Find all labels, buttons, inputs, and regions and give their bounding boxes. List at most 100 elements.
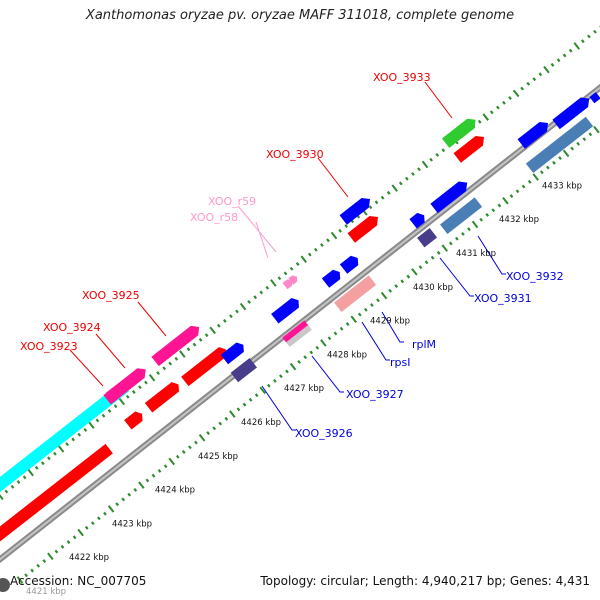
label-xoo-3933[interactable]: XOO_3933	[373, 71, 431, 84]
minor-tick	[133, 488, 138, 492]
gene-rpsi[interactable]	[282, 320, 312, 348]
minor-tick	[97, 516, 101, 521]
minor-tick	[192, 342, 197, 347]
minor-tick	[539, 170, 544, 175]
minor-tick	[479, 217, 483, 222]
gene-red-b[interactable]	[144, 380, 182, 413]
major-tick	[57, 445, 65, 453]
label-xoo-r58[interactable]: XOO_r58	[190, 211, 238, 224]
gene-xoo-3933[interactable]	[441, 115, 479, 148]
minor-tick	[253, 295, 258, 300]
minor-tick	[582, 137, 587, 142]
major-tick	[289, 362, 297, 371]
gene-red-c[interactable]	[181, 345, 229, 387]
gene-xoo-3924-small[interactable]	[103, 387, 121, 405]
minor-tick	[107, 409, 112, 413]
minor-tick	[496, 105, 500, 110]
label-xoo-3925[interactable]: XOO_3925	[82, 289, 140, 302]
major-tick	[88, 421, 95, 429]
rna-xoo-r58[interactable]	[282, 277, 294, 290]
inner-tick-ring	[16, 125, 600, 584]
minor-tick	[368, 205, 373, 210]
label-xoo-3931[interactable]: XOO_3931	[474, 292, 532, 305]
gene-rpsi-upper[interactable]	[271, 296, 302, 324]
major-tick	[300, 255, 307, 264]
gene-right-blue-a[interactable]	[517, 118, 552, 149]
minor-tick	[297, 360, 301, 364]
label-xoo-3926[interactable]: XOO_3926	[295, 427, 353, 440]
label-xoo-3927[interactable]: XOO_3927	[346, 388, 404, 401]
minor-tick	[502, 100, 506, 105]
label-xoo-3930[interactable]: XOO_3930	[266, 148, 324, 161]
gene-red-a[interactable]	[124, 409, 146, 430]
minor-tick	[467, 227, 471, 232]
gene-xoo-3926-upper[interactable]	[220, 340, 247, 365]
minor-tick	[315, 345, 320, 350]
label-xoo-3932[interactable]: XOO_3932	[506, 270, 564, 283]
label-xoo-3924[interactable]: XOO_3924	[43, 321, 101, 334]
gene-right-steel[interactable]	[525, 116, 594, 174]
minor-tick	[568, 48, 573, 53]
minor-tick	[254, 393, 259, 398]
minor-tick	[181, 450, 186, 454]
major-tick	[16, 576, 24, 584]
gene-rplm-a[interactable]	[321, 267, 344, 288]
minor-tick	[145, 478, 150, 483]
minor-tick	[138, 385, 142, 390]
minor-tick	[131, 390, 136, 394]
minor-tick	[398, 181, 403, 186]
minor-tick	[151, 473, 156, 478]
gene-right-small[interactable]	[589, 92, 600, 104]
gene-xoo-3931[interactable]	[417, 228, 438, 248]
minor-tick	[266, 383, 271, 388]
gene-red-lane-left[interactable]	[0, 443, 113, 571]
minor-tick	[204, 333, 209, 338]
minor-tick	[587, 34, 591, 39]
major-tick	[411, 268, 418, 276]
minor-tick	[538, 72, 543, 77]
minor-tick	[338, 228, 342, 233]
major-tick	[138, 481, 145, 489]
major-tick	[471, 220, 479, 229]
label-rplm[interactable]: rplM	[412, 338, 436, 351]
gene-xoo-3932-upper[interactable]	[430, 178, 470, 214]
gene-rplm[interactable]	[334, 275, 377, 312]
minor-tick	[235, 309, 239, 314]
map-title: Xanthomonas oryzae pv. oryzae MAFF 31101…	[85, 8, 515, 23]
minor-tick	[186, 347, 191, 352]
minor-tick	[206, 431, 210, 435]
topology-summary: Topology: circular; Length: 4,940,217 bp…	[260, 574, 590, 588]
scale-label: 4428 kbp	[327, 350, 367, 360]
gene-xoo-3923[interactable]	[0, 381, 130, 515]
minor-tick	[95, 418, 100, 423]
gene-rplm-b[interactable]	[339, 253, 362, 274]
label-xoo-3923[interactable]: XOO_3923	[20, 340, 78, 353]
minor-tick	[188, 445, 192, 450]
minor-tick	[527, 179, 532, 184]
minor-tick	[562, 53, 567, 58]
gene-xoo-3931-small[interactable]	[409, 210, 427, 229]
minor-tick	[156, 371, 160, 375]
minor-tick	[307, 252, 312, 257]
minor-tick	[497, 203, 502, 208]
label-xoo-r59[interactable]: XOO_r59	[208, 195, 256, 208]
gene-xoo-3925[interactable]	[151, 322, 203, 367]
minor-tick	[576, 141, 581, 146]
major-tick	[421, 160, 429, 169]
minor-tick	[277, 276, 282, 281]
gene-xoo-3930-red[interactable]	[347, 212, 382, 243]
minor-tick	[24, 573, 28, 578]
scale-label: 4425 kbp	[198, 452, 238, 462]
gene-xoo-3932[interactable]	[440, 197, 483, 234]
label-rpsi[interactable]: rpsI	[390, 356, 410, 369]
major-tick	[118, 397, 125, 406]
major-tick	[27, 468, 34, 477]
minor-tick	[441, 148, 446, 153]
minor-tick	[333, 331, 338, 336]
rna-xoo-r59[interactable]	[288, 273, 299, 285]
gene-outer-blue-far[interactable]	[552, 94, 592, 130]
gene-xoo-3933-red[interactable]	[453, 132, 488, 163]
gene-xoo-3926[interactable]	[230, 358, 257, 383]
minor-tick	[485, 213, 490, 217]
gene-xoo-3930[interactable]	[339, 194, 374, 225]
